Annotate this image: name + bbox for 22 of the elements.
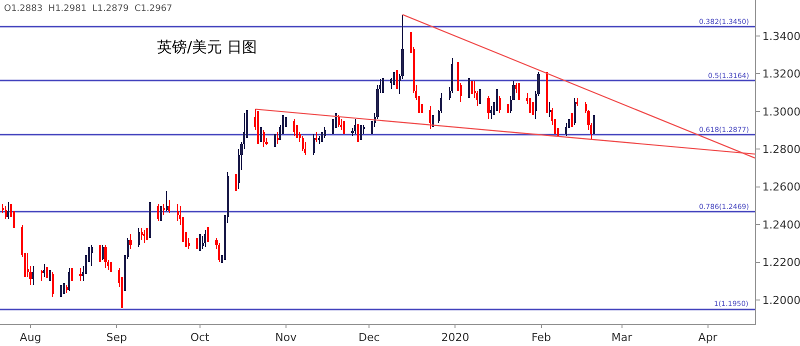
y-tick-label: 1.3000 [762,105,800,118]
y-tick-label: 1.2400 [762,218,800,232]
y-tick-label: 1.2800 [762,143,800,156]
x-tick-label: Sep [106,331,127,344]
x-tick-label: Aug [20,331,42,344]
y-tick-label: 1.3400 [762,30,800,43]
x-tick-label: Mar [611,331,633,344]
y-tick-label: 1.3200 [762,68,800,81]
annotation: O1.2883 H1.2981 L1.2879 C1.2967 [4,4,172,14]
candlestick [571,113,573,127]
candlestick [71,268,73,281]
x-tick-label: Feb [532,331,552,344]
text: 英镑/美元 日图 [157,38,257,56]
y-tick-label: 1.2600 [762,180,800,194]
y-tick-label: 1.2200 [762,256,800,270]
x-tick-label: 2020 [441,331,470,344]
y-tick-label: 1.2000 [762,294,800,307]
x-tick-label: Dec [358,331,380,344]
x-tick-label: Apr [698,331,718,344]
x-tick-label: Oct [190,331,210,344]
candlestick [532,102,534,115]
x-tick-label: Nov [275,331,298,344]
